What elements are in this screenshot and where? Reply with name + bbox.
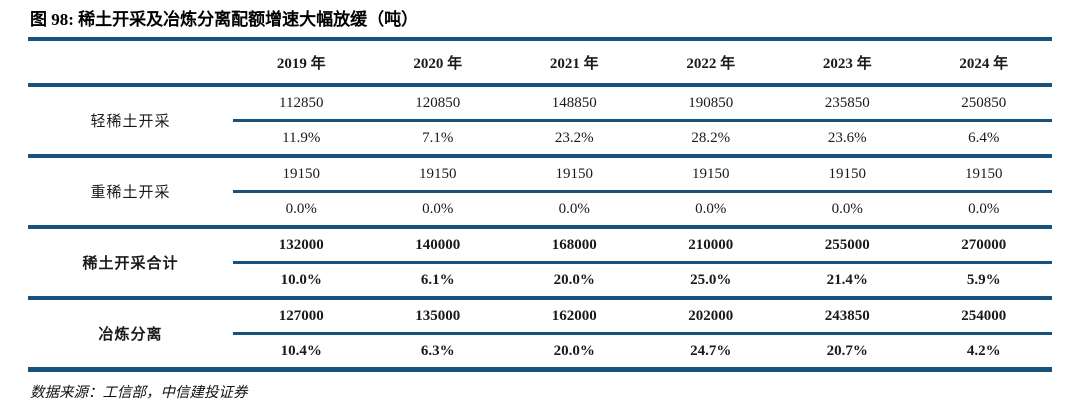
value-cell: 135000 — [415, 307, 461, 324]
value-cell: 254000 — [961, 307, 1007, 324]
value-cell: 202000 — [688, 307, 734, 324]
growth-cell: 10.0% — [280, 271, 322, 288]
value-cell: 19150 — [555, 165, 594, 182]
row-label: 冶炼分离 — [98, 327, 163, 343]
bottom-rule — [28, 367, 1052, 372]
growth-cell: 20.0% — [553, 271, 595, 288]
section-data: 132000 140000 168000 210000 255000 27000… — [233, 229, 1052, 296]
value-cell: 19150 — [965, 165, 1003, 182]
table-section-heavy-ree: 重稀土开采 19150 19150 19150 19150 19150 1915… — [28, 158, 1052, 225]
header-label-spacer — [28, 41, 233, 83]
year-header-2023: 2023 年 — [822, 55, 872, 72]
year-header-2022: 2022 年 — [686, 55, 736, 72]
year-header-2019: 2019 年 — [276, 55, 326, 72]
row-label: 重稀土开采 — [90, 185, 171, 201]
value-cell: 250850 — [961, 94, 1007, 111]
growth-cell: 0.0% — [695, 200, 727, 217]
growth-row: 10.4% 6.3% 20.0% 24.7% 20.7% 4.2% — [233, 335, 1052, 367]
value-cell: 210000 — [688, 236, 734, 253]
year-header-2024: 2024 年 — [959, 55, 1009, 72]
row-label: 稀土开采合计 — [82, 256, 179, 272]
growth-cell: 10.4% — [280, 342, 322, 359]
year-header-2020: 2020 年 — [413, 55, 463, 72]
table-header-row: 2019 年 2020 年 2021 年 2022 年 2023 年 2024 … — [28, 41, 1052, 83]
value-row: 132000 140000 168000 210000 255000 27000… — [233, 229, 1052, 261]
value-cell: 19150 — [692, 165, 730, 182]
growth-cell: 7.1% — [422, 129, 454, 146]
growth-cell: 21.4% — [826, 271, 868, 288]
value-cell: 140000 — [415, 236, 461, 253]
year-header-2021: 2021 年 — [549, 55, 599, 72]
value-cell: 190850 — [688, 94, 734, 111]
table-section-smelting-separation: 冶炼分离 127000 135000 162000 202000 243850 … — [28, 300, 1052, 367]
growth-cell: 0.0% — [968, 200, 1000, 217]
value-cell: 168000 — [551, 236, 597, 253]
growth-cell: 20.0% — [553, 342, 595, 359]
growth-cell: 6.4% — [968, 129, 1000, 146]
table-section-mining-total: 稀土开采合计 132000 140000 168000 210000 25500… — [28, 229, 1052, 296]
row-label: 轻稀土开采 — [90, 114, 171, 130]
value-row: 127000 135000 162000 202000 243850 25400… — [233, 300, 1052, 332]
growth-cell: 0.0% — [285, 200, 317, 217]
growth-cell: 23.2% — [554, 129, 594, 146]
section-data: 127000 135000 162000 202000 243850 25400… — [233, 300, 1052, 367]
growth-cell: 24.7% — [690, 342, 732, 359]
growth-cell: 6.3% — [420, 342, 455, 359]
value-cell: 112850 — [279, 94, 324, 111]
growth-row: 11.9% 7.1% 23.2% 28.2% 23.6% 6.4% — [233, 122, 1052, 154]
value-cell: 255000 — [824, 236, 870, 253]
value-cell: 120850 — [415, 94, 461, 111]
value-cell: 19150 — [828, 165, 867, 182]
growth-row: 0.0% 0.0% 0.0% 0.0% 0.0% 0.0% — [233, 193, 1052, 225]
figure-title: 图 98: 稀土开采及冶炼分离配额增速大幅放缓（吨） — [30, 10, 419, 29]
source-note: 数据来源：工信部，中信建投证券 — [30, 385, 248, 401]
growth-row: 10.0% 6.1% 20.0% 25.0% 21.4% 5.9% — [233, 264, 1052, 296]
section-data: 19150 19150 19150 19150 19150 19150 0.0%… — [233, 158, 1052, 225]
header-rule — [28, 83, 1052, 87]
growth-cell: 20.7% — [826, 342, 868, 359]
growth-cell: 25.0% — [690, 271, 732, 288]
inner-rule — [233, 119, 1052, 122]
growth-cell: 23.6% — [827, 129, 867, 146]
section-separator — [28, 154, 1052, 158]
inner-rule — [233, 332, 1052, 335]
section-data: 112850 120850 148850 190850 235850 25085… — [233, 87, 1052, 154]
value-cell: 162000 — [551, 307, 597, 324]
value-cell: 132000 — [278, 236, 324, 253]
value-row: 112850 120850 148850 190850 235850 25085… — [233, 87, 1052, 119]
growth-cell: 0.0% — [831, 200, 863, 217]
value-cell: 148850 — [551, 94, 597, 111]
value-cell: 243850 — [824, 307, 870, 324]
growth-cell: 28.2% — [691, 129, 731, 146]
value-cell: 19150 — [419, 165, 457, 182]
value-cell: 19150 — [282, 165, 321, 182]
value-cell: 270000 — [961, 236, 1007, 253]
growth-cell: 6.1% — [420, 271, 455, 288]
value-cell: 127000 — [278, 307, 324, 324]
growth-cell: 0.0% — [422, 200, 454, 217]
value-cell: 235850 — [824, 94, 870, 111]
growth-cell: 4.2% — [966, 342, 1001, 359]
top-rule — [28, 37, 1052, 41]
section-separator — [28, 296, 1052, 300]
table-section-light-ree: 轻稀土开采 112850 120850 148850 190850 235850… — [28, 87, 1052, 154]
inner-rule — [233, 190, 1052, 193]
growth-cell: 0.0% — [558, 200, 590, 217]
value-row: 19150 19150 19150 19150 19150 19150 — [233, 158, 1052, 190]
growth-cell: 11.9% — [282, 129, 321, 146]
growth-cell: 5.9% — [966, 271, 1001, 288]
section-separator — [28, 225, 1052, 229]
inner-rule — [233, 261, 1052, 264]
